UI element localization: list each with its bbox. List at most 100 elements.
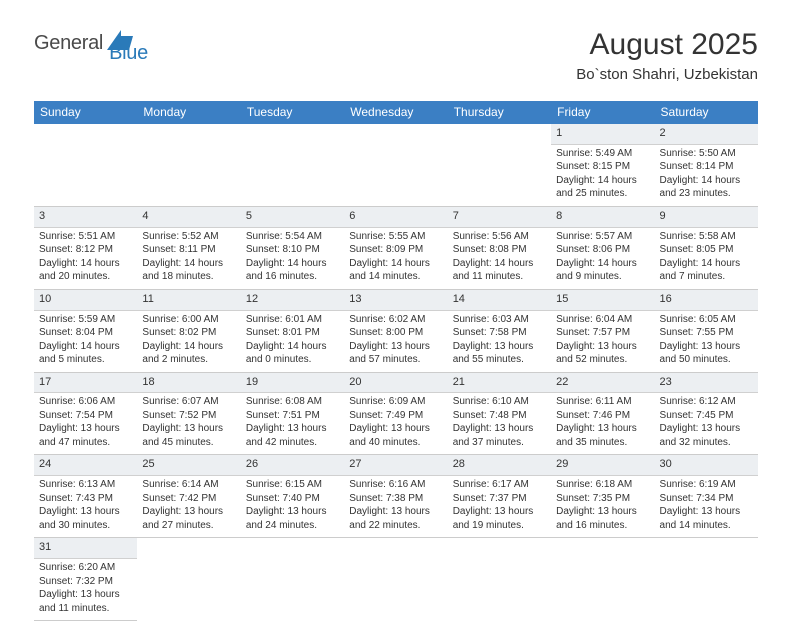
day-detail: Daylight: 13 hours xyxy=(142,422,235,436)
page: General Blue August 2025 Bo`ston Shahri,… xyxy=(0,0,792,621)
day-detail: and 40 minutes. xyxy=(349,436,442,450)
location: Bo`ston Shahri, Uzbekistan xyxy=(576,66,758,83)
day-detail: Sunset: 7:43 PM xyxy=(39,492,132,506)
day-detail: Sunrise: 6:06 AM xyxy=(39,395,132,409)
calendar-cell: 1Sunrise: 5:49 AMSunset: 8:15 PMDaylight… xyxy=(551,124,654,207)
day-number: 7 xyxy=(453,209,546,224)
calendar-cell xyxy=(344,538,447,621)
day-header: 12 xyxy=(241,290,344,311)
calendar-week: 31Sunrise: 6:20 AMSunset: 7:32 PMDayligh… xyxy=(34,538,758,621)
day-header: 20 xyxy=(344,373,447,394)
day-detail: Sunrise: 6:03 AM xyxy=(453,313,546,327)
day-detail: Daylight: 13 hours xyxy=(453,340,546,354)
day-detail: Sunrise: 6:02 AM xyxy=(349,313,442,327)
day-number: 18 xyxy=(142,375,235,390)
day-header: 18 xyxy=(137,373,240,394)
weekday-header: Sunday xyxy=(34,101,137,124)
day-header: 16 xyxy=(655,290,758,311)
day-detail: Sunset: 7:48 PM xyxy=(453,409,546,423)
day-detail: Sunrise: 5:51 AM xyxy=(39,230,132,244)
day-detail: Daylight: 13 hours xyxy=(660,340,753,354)
calendar-cell: 25Sunrise: 6:14 AMSunset: 7:42 PMDayligh… xyxy=(137,455,240,538)
day-detail: and 19 minutes. xyxy=(453,519,546,533)
day-detail: and 52 minutes. xyxy=(556,353,649,367)
day-detail: Daylight: 13 hours xyxy=(246,422,339,436)
logo-text-blue: Blue xyxy=(109,42,148,65)
day-number: 15 xyxy=(556,292,649,307)
day-detail: Sunset: 7:40 PM xyxy=(246,492,339,506)
day-detail: Sunrise: 6:10 AM xyxy=(453,395,546,409)
day-detail: and 9 minutes. xyxy=(556,270,649,284)
day-detail: Daylight: 13 hours xyxy=(349,505,442,519)
day-detail: Sunrise: 6:07 AM xyxy=(142,395,235,409)
day-header: 5 xyxy=(241,207,344,228)
day-detail: Daylight: 13 hours xyxy=(349,340,442,354)
day-number: 19 xyxy=(246,375,339,390)
day-detail: Sunset: 7:46 PM xyxy=(556,409,649,423)
day-detail: Sunset: 8:00 PM xyxy=(349,326,442,340)
day-header: 14 xyxy=(448,290,551,311)
day-detail: Sunrise: 6:09 AM xyxy=(349,395,442,409)
weekday-header: Monday xyxy=(137,101,240,124)
day-detail: and 25 minutes. xyxy=(556,187,649,201)
calendar-cell: 2Sunrise: 5:50 AMSunset: 8:14 PMDaylight… xyxy=(655,124,758,207)
day-detail: Daylight: 14 hours xyxy=(142,340,235,354)
day-header: 21 xyxy=(448,373,551,394)
day-number: 9 xyxy=(660,209,753,224)
calendar-cell: 3Sunrise: 5:51 AMSunset: 8:12 PMDaylight… xyxy=(34,206,137,289)
calendar-cell: 9Sunrise: 5:58 AMSunset: 8:05 PMDaylight… xyxy=(655,206,758,289)
weekday-header: Tuesday xyxy=(241,101,344,124)
day-header: 2 xyxy=(655,124,758,145)
day-detail: Sunset: 7:35 PM xyxy=(556,492,649,506)
day-number: 30 xyxy=(660,457,753,472)
day-detail: Sunset: 7:52 PM xyxy=(142,409,235,423)
day-detail: and 45 minutes. xyxy=(142,436,235,450)
day-detail: Sunrise: 5:59 AM xyxy=(39,313,132,327)
day-detail: and 32 minutes. xyxy=(660,436,753,450)
day-header: 17 xyxy=(34,373,137,394)
day-detail: Daylight: 14 hours xyxy=(39,340,132,354)
day-detail: Sunset: 8:14 PM xyxy=(660,160,753,174)
day-detail: and 18 minutes. xyxy=(142,270,235,284)
day-detail: and 22 minutes. xyxy=(349,519,442,533)
day-detail: Sunrise: 6:13 AM xyxy=(39,478,132,492)
day-detail: Sunrise: 5:57 AM xyxy=(556,230,649,244)
day-detail: Sunrise: 6:04 AM xyxy=(556,313,649,327)
day-detail: Sunrise: 5:58 AM xyxy=(660,230,753,244)
calendar-cell: 12Sunrise: 6:01 AMSunset: 8:01 PMDayligh… xyxy=(241,289,344,372)
day-header: 6 xyxy=(344,207,447,228)
day-header: 15 xyxy=(551,290,654,311)
day-detail: Sunset: 8:08 PM xyxy=(453,243,546,257)
day-header: 23 xyxy=(655,373,758,394)
day-header: 10 xyxy=(34,290,137,311)
weekday-header: Friday xyxy=(551,101,654,124)
calendar-cell: 16Sunrise: 6:05 AMSunset: 7:55 PMDayligh… xyxy=(655,289,758,372)
day-detail: Sunset: 7:51 PM xyxy=(246,409,339,423)
day-detail: and 24 minutes. xyxy=(246,519,339,533)
calendar-week: 24Sunrise: 6:13 AMSunset: 7:43 PMDayligh… xyxy=(34,455,758,538)
day-detail: Sunrise: 6:00 AM xyxy=(142,313,235,327)
day-detail: Sunset: 8:01 PM xyxy=(246,326,339,340)
day-detail: Sunset: 8:05 PM xyxy=(660,243,753,257)
day-number: 22 xyxy=(556,375,649,390)
day-header: 24 xyxy=(34,455,137,476)
day-detail: Sunrise: 5:52 AM xyxy=(142,230,235,244)
day-number: 26 xyxy=(246,457,339,472)
day-number: 3 xyxy=(39,209,132,224)
header: General Blue August 2025 Bo`ston Shahri,… xyxy=(34,28,758,83)
day-detail: and 35 minutes. xyxy=(556,436,649,450)
calendar-table: Sunday Monday Tuesday Wednesday Thursday… xyxy=(34,101,758,621)
day-number: 25 xyxy=(142,457,235,472)
day-detail: Daylight: 13 hours xyxy=(556,422,649,436)
day-detail: Daylight: 13 hours xyxy=(39,505,132,519)
day-detail: and 7 minutes. xyxy=(660,270,753,284)
day-detail: Daylight: 14 hours xyxy=(39,257,132,271)
day-detail: Daylight: 13 hours xyxy=(246,505,339,519)
calendar-cell: 6Sunrise: 5:55 AMSunset: 8:09 PMDaylight… xyxy=(344,206,447,289)
day-detail: Sunset: 7:37 PM xyxy=(453,492,546,506)
calendar-cell xyxy=(137,538,240,621)
day-header: 25 xyxy=(137,455,240,476)
day-detail: Sunset: 7:45 PM xyxy=(660,409,753,423)
day-header: 19 xyxy=(241,373,344,394)
calendar-cell xyxy=(137,124,240,207)
